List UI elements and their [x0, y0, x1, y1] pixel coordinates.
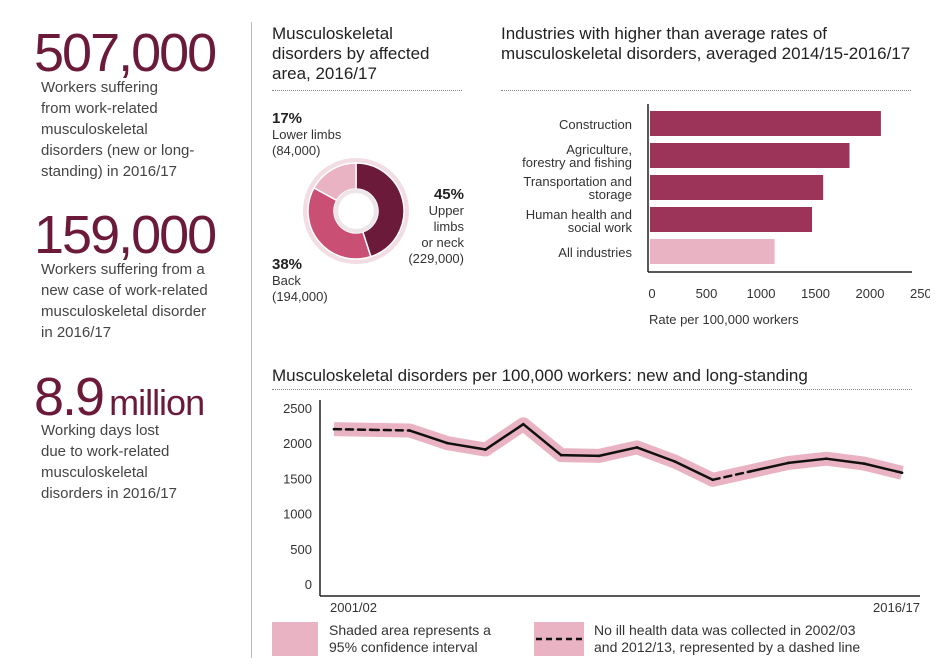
stat-desc-days-lost: Working days lost due to work-related mu…	[41, 422, 177, 502]
series-dashed-segment	[332, 427, 374, 432]
line-x-start-label: 2001/02	[330, 600, 377, 615]
line-point	[370, 428, 374, 432]
legend-dashed-swatch	[534, 622, 584, 656]
bar-0	[650, 111, 881, 136]
donut-title-divider	[272, 90, 462, 91]
series-line-segment	[408, 429, 449, 445]
bar-category-transportation: Transportation and storage	[523, 174, 632, 202]
bar-x-axis-label: Rate per 100,000 workers	[649, 312, 799, 327]
line-title-divider	[272, 389, 912, 390]
line-point	[673, 460, 677, 463]
donut-chart	[303, 158, 409, 264]
series-line-segment	[862, 462, 904, 475]
bar-x-tick-label: 1500	[801, 286, 830, 301]
donut-chart-title: Musculoskeletal disorders by affected ar…	[272, 24, 430, 83]
line-point	[749, 470, 752, 473]
donut-hole	[338, 193, 374, 229]
line-point	[408, 429, 412, 432]
bar-2	[650, 175, 824, 200]
column-divider	[251, 22, 252, 658]
line-y-tick-label: 0	[305, 577, 312, 592]
line-point	[824, 457, 828, 460]
donut-label-lower-limbs: 17% Lower limbs (84,000)	[272, 110, 342, 158]
line-point	[787, 461, 790, 465]
stat-desc-new-cases: Workers suffering from a new case of wor…	[41, 261, 208, 341]
line-y-tick-label: 1500	[283, 471, 312, 486]
stat-desc-workers: Workers suffering from work-related musc…	[41, 79, 195, 180]
line-point	[559, 453, 563, 457]
bar-category-human-health: Human health and social work	[525, 207, 632, 235]
line-point	[597, 454, 601, 458]
series-line-segment	[787, 457, 828, 465]
series-line-segment	[749, 461, 790, 473]
series-dashed-segment	[711, 470, 752, 482]
stat-value-workers: 507,000	[34, 23, 217, 83]
bar-3	[650, 207, 813, 232]
donut-label-upper-limbs: 45% Upper limbs or neck (229,000)	[408, 186, 464, 266]
bar-chart: 0 500 1000 1500 2000 2500	[647, 104, 930, 301]
bar-category-construction: Construction	[559, 117, 632, 132]
donut-label-back: 38% Back (194,000)	[272, 256, 328, 304]
legend-dashed-text: No ill health data was collected in 2002…	[594, 622, 861, 655]
series-line-segment	[559, 453, 601, 458]
line-point	[711, 478, 714, 482]
line-y-tick-label: 2000	[283, 436, 312, 451]
bar-1	[650, 143, 850, 168]
series-line-segment	[825, 457, 866, 465]
line-y-tick-label: 1000	[283, 507, 312, 522]
bar-x-tick-label: 0	[648, 286, 655, 301]
bar-x-tick-label: 500	[696, 286, 718, 301]
line-point	[446, 441, 449, 445]
bar-x-tick-label: 2000	[856, 286, 885, 301]
line-chart: 0 500 1000 1500 2000 2500 2001/02 2016/17	[283, 400, 920, 615]
line-point	[484, 448, 487, 451]
bar-category-all-industries: All industries	[558, 245, 632, 260]
stat-value-days-lost: 8.9 million	[34, 367, 205, 427]
bar-4	[650, 239, 775, 264]
series-line-segment	[522, 422, 563, 457]
series-line-segment	[484, 422, 525, 451]
line-x-end-label: 2016/17	[873, 600, 920, 615]
series-line-segment	[635, 446, 677, 463]
line-point	[635, 446, 639, 449]
series-line-segment	[446, 441, 487, 451]
series-dashed-segment	[370, 428, 411, 432]
series-line-segment	[673, 460, 714, 482]
line-point	[862, 462, 866, 465]
line-chart-title: Musculoskeletal disorders per 100,000 wo…	[272, 366, 808, 385]
legend-shaded-swatch	[272, 622, 318, 656]
line-point	[332, 427, 336, 431]
line-y-tick-label: 500	[290, 542, 312, 557]
bar-x-tick-label: 1000	[747, 286, 776, 301]
stat-value-new-cases: 159,000	[34, 205, 217, 265]
legend-shaded-text: Shaded area represents a 95% confidence …	[329, 622, 491, 655]
bar-x-tick-label: 2500	[910, 286, 930, 301]
line-point	[900, 471, 904, 475]
bar-title-divider	[501, 90, 911, 91]
line-point	[522, 422, 525, 426]
line-y-tick-label: 2500	[283, 401, 312, 416]
bar-category-agriculture: Agriculture, forestry and fishing	[522, 142, 632, 170]
series-line-segment	[597, 446, 639, 458]
bar-chart-title: Industries with higher than average rate…	[501, 24, 911, 63]
